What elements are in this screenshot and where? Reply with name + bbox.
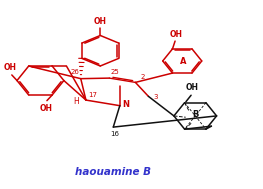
Text: 2: 2	[140, 74, 144, 80]
Text: 25: 25	[111, 69, 119, 75]
Text: 16: 16	[110, 131, 119, 137]
Text: H: H	[74, 98, 79, 106]
Text: 26: 26	[70, 69, 79, 75]
Text: N: N	[122, 100, 129, 109]
Text: B: B	[192, 111, 199, 119]
Text: OH: OH	[170, 30, 183, 39]
Text: OH: OH	[94, 17, 107, 26]
Text: A: A	[180, 57, 187, 66]
Text: 17: 17	[88, 92, 97, 98]
Text: haouamine B: haouamine B	[75, 167, 151, 177]
Text: OH: OH	[186, 84, 199, 92]
Text: OH: OH	[39, 104, 52, 113]
Text: OH: OH	[4, 63, 17, 72]
Text: 3: 3	[153, 94, 158, 100]
